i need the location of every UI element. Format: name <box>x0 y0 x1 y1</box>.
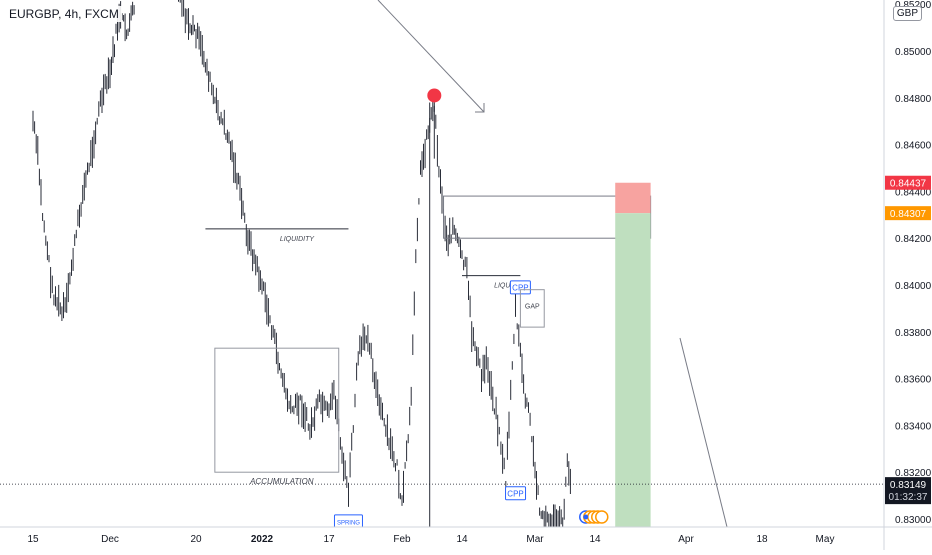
spring-tag-box <box>333 514 363 527</box>
x-tick-label: 14 <box>456 534 468 545</box>
cpp-tag-label: CPP <box>507 489 523 498</box>
stop-loss-zone <box>615 182 651 214</box>
event-icon-dot <box>583 514 589 520</box>
spring-tag-label: SPRING <box>337 520 360 526</box>
y-tick-label: 0.84400 <box>895 187 932 198</box>
y-tick-label: 0.84200 <box>895 234 932 245</box>
trend-arrow-line <box>377 0 485 113</box>
y-tick-label: 0.83600 <box>895 375 932 386</box>
cpp-tag-label: CPP <box>512 283 528 292</box>
time-axis: 15 Dec 20 2022 17 Feb 14 Mar 14 Apr 18 May <box>0 526 932 545</box>
liquidity-label: LIQUIDITY <box>280 236 316 243</box>
take-profit-zone <box>615 213 651 527</box>
y-tick-label: 0.83000 <box>895 515 932 526</box>
current-price-badge <box>885 477 931 505</box>
event-icon <box>595 510 609 524</box>
current-price-label: 0.83149 <box>890 480 927 491</box>
accumulation-box <box>214 347 340 473</box>
y-tick-label: 0.85000 <box>895 47 932 58</box>
x-tick-label: 2022 <box>251 534 274 545</box>
x-tick-label: 20 <box>190 534 202 545</box>
y-tick-label: 0.85200 <box>895 0 932 11</box>
gap-box <box>519 289 545 328</box>
price-badge <box>885 206 931 221</box>
symbol-title: EURGBP, 4h, FXCM <box>6 6 122 22</box>
y-tick-label: 0.83400 <box>895 421 932 432</box>
x-tick-label: Feb <box>393 534 411 545</box>
y-tick-label: 0.84000 <box>895 281 932 292</box>
gap-label: GAP <box>525 303 540 310</box>
x-tick-label: Dec <box>101 534 119 545</box>
accumulation-label: ACCUMULATION <box>249 477 314 486</box>
price-badge-label: 0.84307 <box>890 209 927 220</box>
price-badge-label: 0.84437 <box>890 179 927 190</box>
currency-badge[interactable]: GBP <box>892 6 922 21</box>
y-tick-label: 0.84600 <box>895 141 932 152</box>
x-tick-label: May <box>816 534 835 545</box>
price-axis: 0.85000 0.84800 0.84600 0.84400 0.84200 0.840… <box>883 0 932 550</box>
event-icons <box>579 510 609 524</box>
y-tick-label: 0.83200 <box>895 468 932 479</box>
price-series <box>32 0 571 527</box>
y-tick-label: 0.83800 <box>895 328 932 339</box>
x-tick-label: 18 <box>756 534 768 545</box>
x-tick-label: 15 <box>27 534 39 545</box>
bar-countdown: 01:32:37 <box>889 492 928 503</box>
projection-line <box>679 337 728 527</box>
price-badge <box>885 175 931 190</box>
x-tick-label: Apr <box>678 534 694 545</box>
x-tick-label: Mar <box>526 534 544 545</box>
x-tick-label: 14 <box>589 534 601 545</box>
trend-arrow-head <box>475 103 485 113</box>
y-tick-label: 0.84800 <box>895 94 932 105</box>
plot-area: LIQUIDITYACCUMULATIONSPRINGLIQUIDITYCPPG… <box>0 0 884 527</box>
x-tick-label: 17 <box>323 534 335 545</box>
swing-high-marker <box>427 88 442 103</box>
cpp-tag-box <box>505 486 527 501</box>
